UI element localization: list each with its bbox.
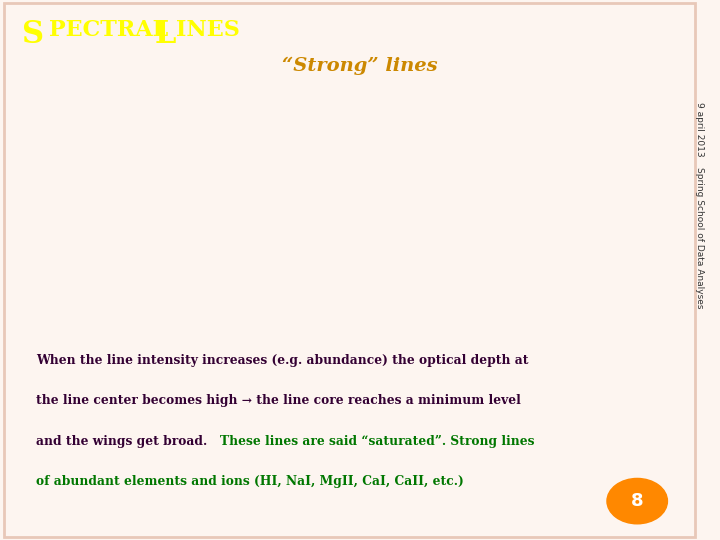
- Text: When the line intensity increases (e.g. abundance) the optical depth at: When the line intensity increases (e.g. …: [36, 354, 528, 367]
- Text: L: L: [155, 19, 176, 50]
- Text: τ₀: 0.4: τ₀: 0.4: [294, 184, 318, 193]
- Text: 20: 20: [618, 147, 627, 156]
- Text: 9 april 2013: 9 april 2013: [696, 102, 704, 157]
- Text: 10: 10: [618, 170, 627, 179]
- Text: τ₀: 0.8: τ₀: 0.8: [294, 124, 318, 133]
- Title: Dispersion (Lorentzian)  profiles: Dispersion (Lorentzian) profiles: [434, 73, 617, 84]
- Text: and the wings get broad.: and the wings get broad.: [36, 435, 212, 448]
- Text: $L(\lambda)$: $L(\lambda)$: [396, 98, 421, 113]
- Text: $G(\lambda)$: $G(\lambda)$: [72, 102, 100, 117]
- Text: These lines are said “saturated”. Strong lines: These lines are said “saturated”. Strong…: [220, 435, 534, 448]
- Text: 8: 8: [631, 492, 644, 510]
- Text: INES: INES: [176, 19, 240, 41]
- Text: Spring School of Data Analyses: Spring School of Data Analyses: [696, 167, 704, 308]
- Text: of abundant elements and ions (HI, NaI, MgII, CaI, CaII, etc.): of abundant elements and ions (HI, NaI, …: [36, 475, 464, 488]
- Text: 30: 30: [618, 193, 628, 202]
- Text: PECTRAL: PECTRAL: [49, 19, 176, 41]
- Text: S: S: [22, 19, 44, 50]
- Text: τ₀: 0.6: τ₀: 0.6: [294, 154, 318, 163]
- Text: 6.4: 6.4: [618, 124, 630, 133]
- Text: the line center becomes high → the line core reaches a minimum level: the line center becomes high → the line …: [36, 394, 521, 407]
- Title: Thermal  Doppler  profiles: Thermal Doppler profiles: [127, 74, 276, 84]
- Text: “Strong” lines: “Strong” lines: [282, 57, 438, 75]
